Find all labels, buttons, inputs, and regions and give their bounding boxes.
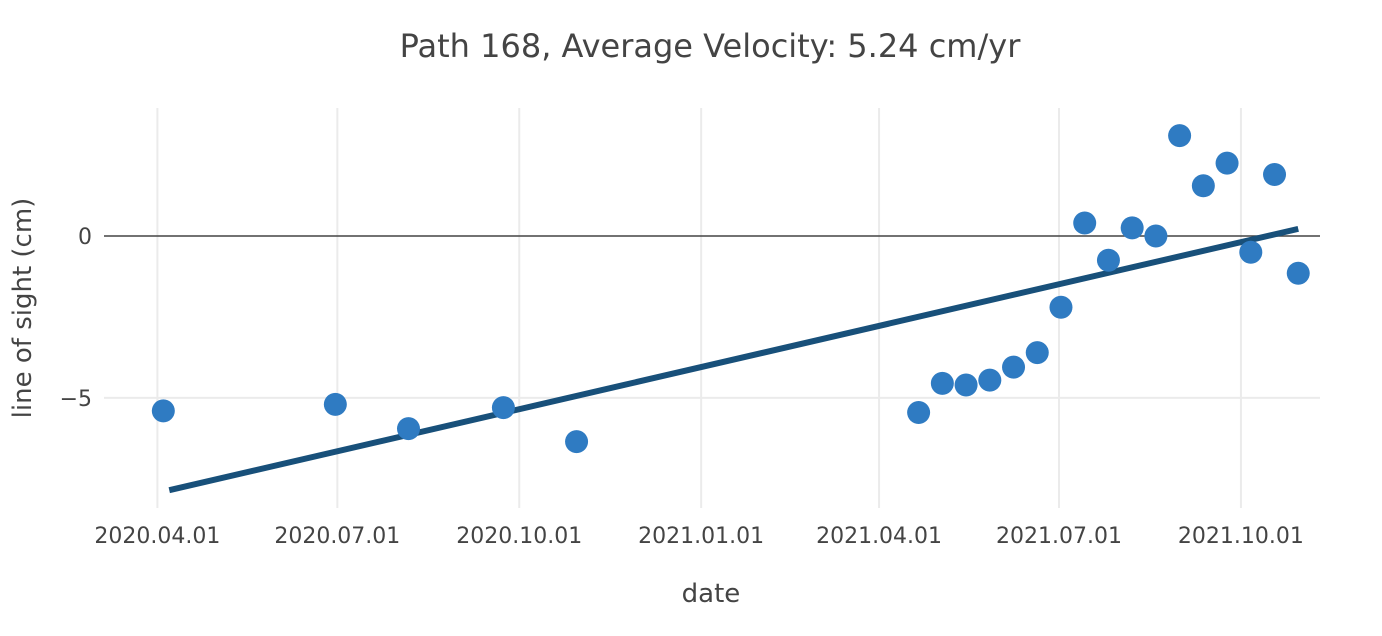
- data-point: [565, 430, 589, 454]
- data-point: [1073, 211, 1097, 235]
- data-point: [1215, 151, 1239, 175]
- trend-line: [168, 225, 1299, 494]
- x-tick-label: 2021.07.01: [996, 524, 1122, 549]
- data-point: [151, 399, 175, 423]
- data-point: [907, 400, 931, 424]
- x-tick-labels: 2020.04.01 2020.07.01 2020.10.01 2021.01.01…: [94, 524, 1303, 549]
- data-point: [1168, 124, 1192, 148]
- data-point: [323, 392, 347, 416]
- x-axis-title: date: [682, 579, 741, 609]
- x-tick-label: 2020.10.01: [456, 524, 582, 549]
- data-point: [978, 368, 1002, 392]
- data-point: [1096, 248, 1120, 272]
- y-tick-label: 0: [78, 225, 92, 250]
- x-tick-label: 2020.07.01: [274, 524, 400, 549]
- x-tick-label: 2021.04.01: [816, 524, 942, 549]
- data-point: [491, 396, 515, 420]
- x-tick-label: 2021.01.01: [638, 524, 764, 549]
- chart-title: Path 168, Average Velocity: 5.24 cm/yr: [400, 27, 1022, 65]
- data-point: [1049, 295, 1073, 319]
- y-tick-labels: 0 −5: [60, 225, 92, 412]
- x-tick-label: 2021.10.01: [1178, 524, 1304, 549]
- trend-layer: [168, 225, 1299, 494]
- data-point: [954, 373, 978, 397]
- y-tick-label: −5: [60, 387, 92, 412]
- data-point: [1191, 174, 1215, 198]
- data-point: [1286, 261, 1310, 285]
- data-point: [930, 371, 954, 395]
- data-point: [396, 417, 420, 441]
- data-point: [1239, 240, 1263, 264]
- data-point: [1002, 355, 1026, 379]
- grid-layer: [104, 108, 1320, 508]
- data-point: [1120, 216, 1144, 240]
- x-tick-label: 2020.04.01: [94, 524, 220, 549]
- data-point: [1263, 162, 1287, 186]
- point-layer: [151, 124, 1310, 454]
- data-point: [1025, 341, 1049, 365]
- data-point: [1144, 224, 1168, 248]
- y-axis-title: line of sight (cm): [8, 198, 38, 419]
